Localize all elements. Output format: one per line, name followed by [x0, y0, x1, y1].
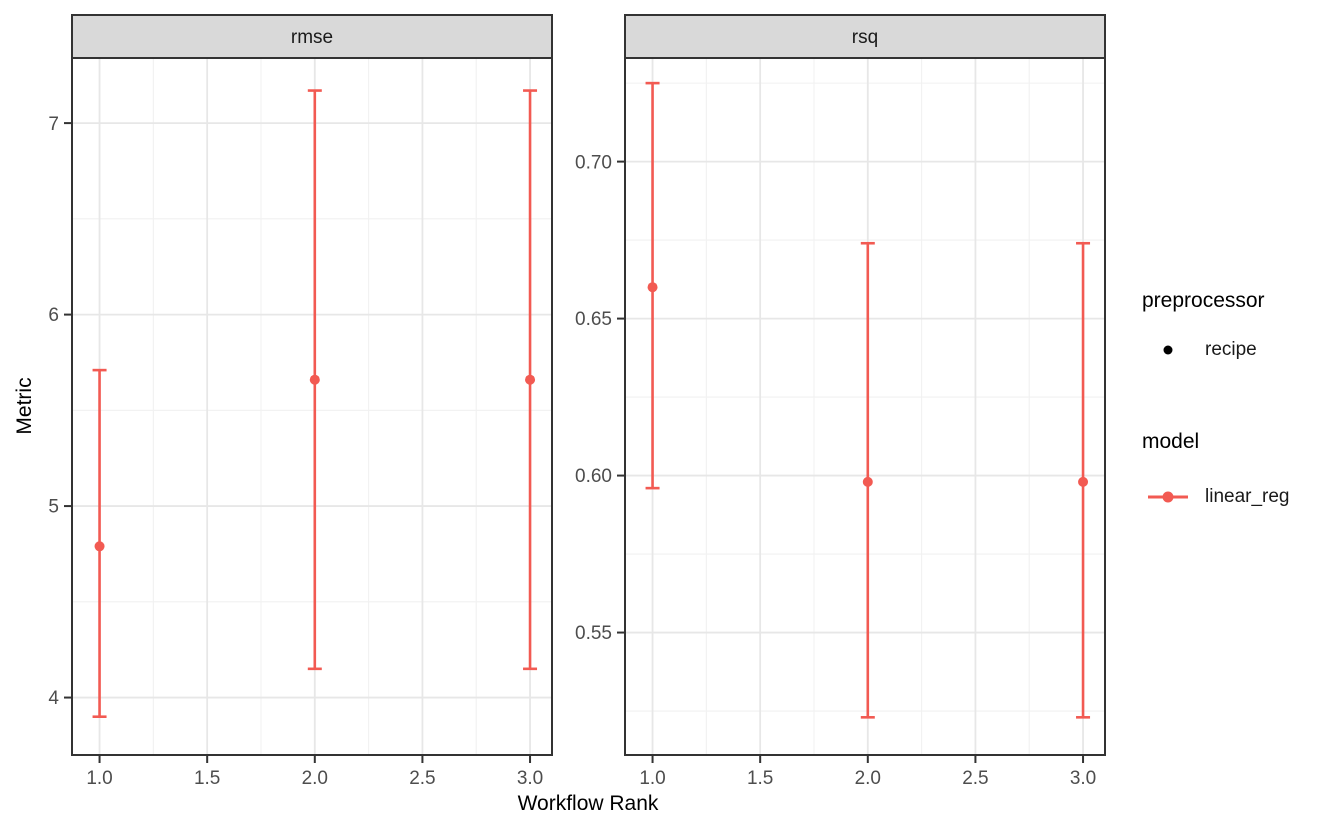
x-tick-label: 1.0 — [86, 768, 112, 789]
errorbar-rank-2 — [860, 241, 875, 719]
x-tick-label: 1.5 — [747, 768, 773, 789]
data-point — [1078, 476, 1089, 487]
legend-item-linear-reg: linear_reg — [1140, 485, 1290, 509]
gridlines-minor — [625, 58, 1105, 755]
data-point — [862, 476, 873, 487]
gridlines-minor — [72, 58, 552, 755]
x-tick-label: 1.5 — [194, 768, 220, 789]
facet-panel-rmse: rmse 4 5 6 7 1.0 1.5 2.0 2.5 3.0 — [48, 14, 553, 789]
panel-background — [72, 58, 552, 755]
y-tick-label: 4 — [48, 688, 59, 709]
data-point — [309, 374, 320, 385]
legend-item-recipe: recipe — [1140, 338, 1257, 362]
x-tick-label: 3.0 — [1070, 768, 1096, 789]
linear-reg-point-icon — [1162, 491, 1174, 503]
x-axis-title: Workflow Rank — [517, 792, 659, 815]
x-tick-label: 2.0 — [302, 768, 328, 789]
y-tick-label: 0.60 — [575, 466, 612, 487]
legend: preprocessor recipe model linear_reg — [1140, 0, 1340, 830]
data-point — [94, 541, 105, 552]
legend-title-preprocessor: preprocessor — [1142, 289, 1265, 312]
errorbar-rank-1 — [645, 81, 660, 490]
facet-strip-label: rmse — [291, 27, 333, 48]
panel-background — [625, 58, 1105, 755]
y-tick-label: 5 — [48, 497, 59, 518]
facet-strip-label: rsq — [852, 27, 878, 48]
facet-strip — [624, 14, 1106, 59]
x-tick-label: 2.0 — [855, 768, 881, 789]
facet-panel-rsq: rsq 0.55 0.60 0.65 0.70 1.0 1.5 2.0 2.5 3.0 — [575, 14, 1106, 789]
y-axis-title: Metric — [13, 377, 36, 435]
errorbar-rank-3 — [1076, 241, 1091, 719]
x-tick-label: 3.0 — [517, 768, 543, 789]
errorbar-rank-1 — [92, 368, 107, 719]
legend-item-label: linear_reg — [1205, 486, 1290, 507]
x-tick-label: 2.5 — [962, 768, 988, 789]
facet-strip — [71, 14, 553, 59]
legend-key-box — [1148, 343, 1188, 357]
y-tick-label: 0.55 — [575, 623, 612, 644]
x-tick-label: 2.5 — [409, 768, 435, 789]
data-point — [525, 374, 536, 385]
x-tick-label: 1.0 — [639, 768, 665, 789]
recipe-point-icon — [1163, 345, 1173, 355]
y-tick-label: 0.65 — [575, 309, 612, 330]
data-point — [647, 282, 658, 293]
legend-title-model: model — [1142, 430, 1200, 453]
errorbar-rank-3 — [523, 89, 538, 671]
y-tick-label: 0.70 — [575, 152, 612, 173]
legend-item-label: recipe — [1205, 339, 1257, 360]
y-tick-label: 6 — [48, 305, 59, 326]
legend-key-box — [1148, 490, 1188, 504]
errorbar-rank-2 — [307, 89, 322, 671]
y-tick-label: 7 — [48, 114, 59, 135]
